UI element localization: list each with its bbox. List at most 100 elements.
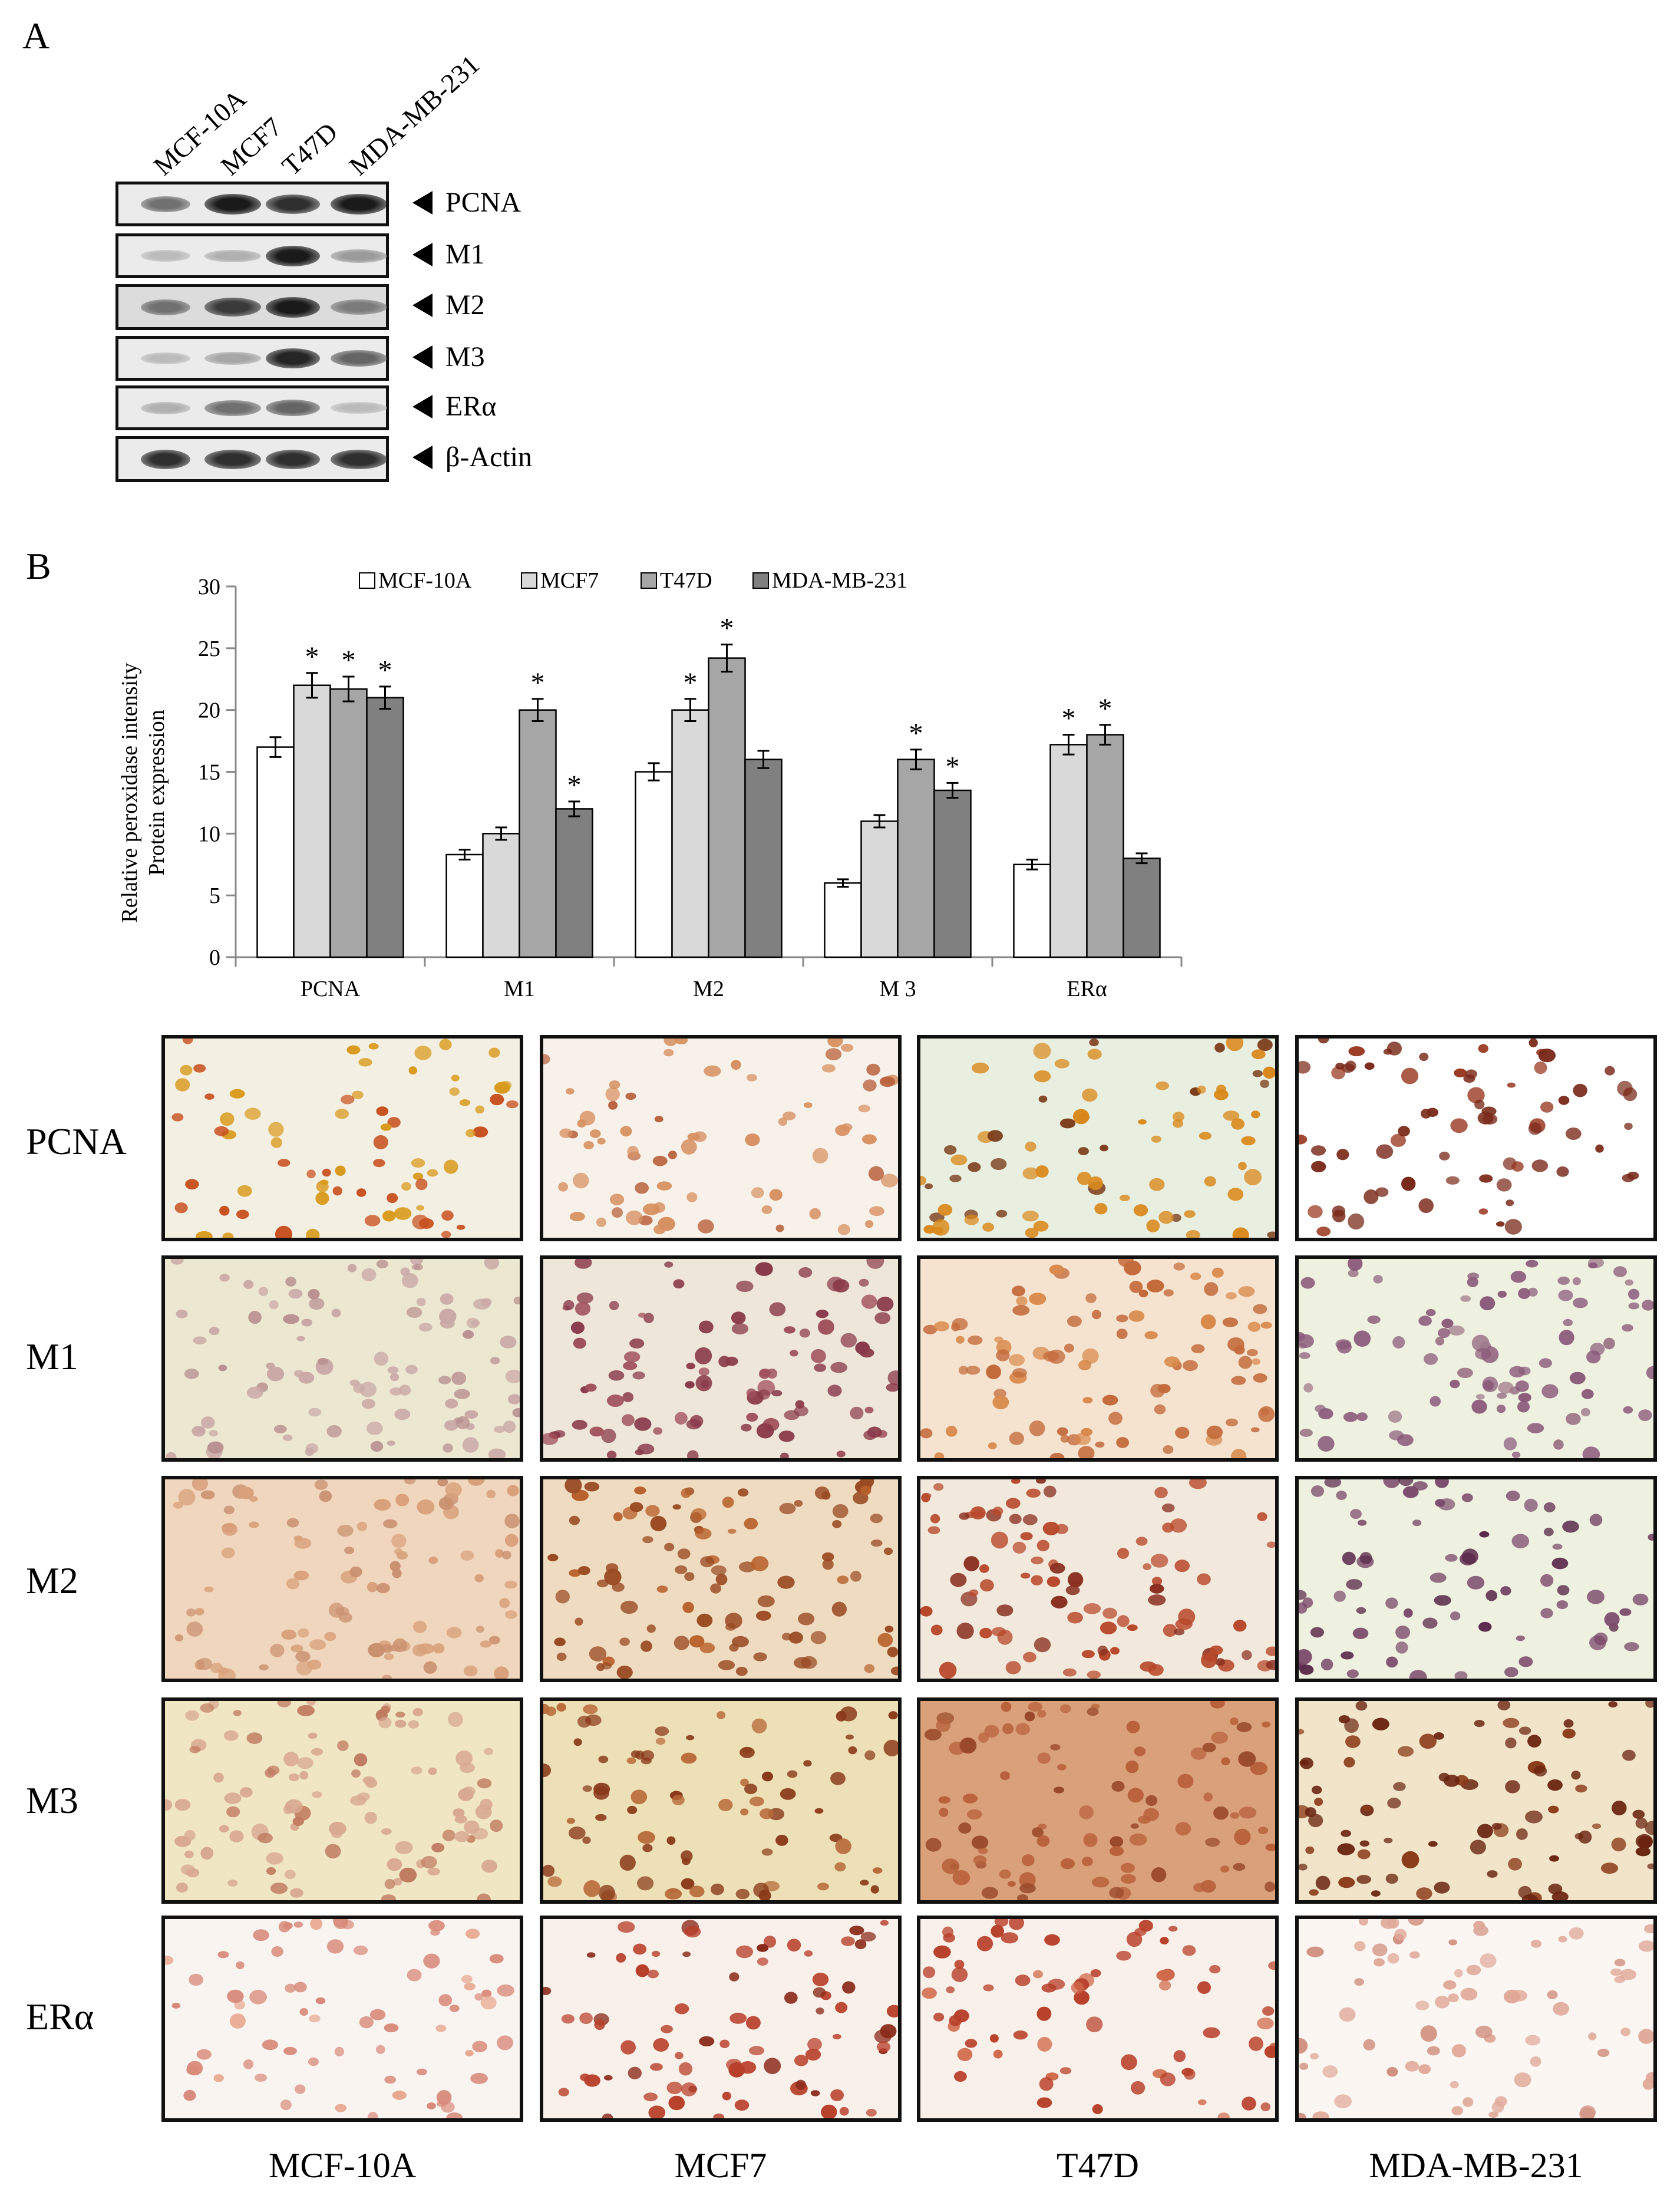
cell-nucleus: [1528, 1122, 1542, 1135]
cell-nucleus: [504, 1534, 519, 1547]
cell-nucleus: [991, 1924, 1004, 1938]
cell-nucleus: [803, 1760, 812, 1767]
panel-letter-b: B: [26, 545, 51, 587]
cell-nucleus: [1203, 1792, 1213, 1802]
cell-nucleus: [1299, 2038, 1308, 2054]
cell-nucleus: [246, 1732, 263, 1744]
cell-nucleus: [597, 1579, 609, 1588]
cell-nucleus: [620, 1600, 638, 1614]
cell-nucleus: [1445, 1176, 1460, 1185]
cell-nucleus: [1047, 1576, 1061, 1587]
cell-nucleus: [1383, 1479, 1400, 1488]
cell-nucleus: [1506, 1199, 1514, 1206]
cell-nucleus: [689, 1635, 705, 1648]
micrograph-image: [543, 1701, 898, 1900]
cell-nucleus: [635, 1182, 649, 1194]
cell-nucleus: [1150, 1584, 1164, 1594]
cell-nucleus: [601, 1662, 612, 1670]
cell-nucleus: [1267, 1231, 1275, 1238]
cell-nucleus: [480, 1996, 497, 2010]
cell-nucleus: [647, 1969, 659, 1979]
cell-nucleus: [315, 1997, 326, 2005]
cell-nucleus: [1186, 1230, 1200, 1238]
cell-nucleus: [239, 1787, 253, 1798]
cell-nucleus: [1642, 1300, 1653, 1311]
cell-nucleus: [1318, 1436, 1335, 1452]
cell-nucleus: [1042, 1521, 1059, 1535]
cell-nucleus: [1163, 1289, 1174, 1297]
cell-nucleus: [798, 1613, 815, 1626]
cell-nucleus: [354, 1945, 368, 1956]
cell-nucleus: [1424, 1353, 1438, 1365]
cell-nucleus: [506, 1100, 519, 1109]
cell-nucleus: [1463, 2097, 1474, 2107]
cell-nucleus: [751, 1718, 767, 1733]
cell-nucleus: [1435, 1479, 1449, 1488]
cell-nucleus: [860, 1931, 876, 1941]
cell-nucleus: [954, 1960, 965, 1969]
cell-nucleus: [464, 1982, 476, 1990]
cell-nucleus: [325, 1844, 341, 1859]
cell-nucleus: [866, 1063, 880, 1076]
cell-nucleus: [277, 1701, 291, 1707]
cell-nucleus: [254, 2073, 268, 2082]
cell-nucleus: [1332, 1205, 1346, 1217]
cell-nucleus: [451, 1074, 460, 1082]
cell-nucleus: [1527, 1735, 1541, 1748]
cell-nucleus: [1306, 1946, 1324, 1957]
cell-nucleus: [1467, 1575, 1485, 1590]
cell-nucleus: [1518, 1393, 1531, 1403]
cell-nucleus: [653, 2038, 669, 2052]
cell-nucleus: [1102, 1395, 1118, 1406]
cell-nucleus: [1401, 1851, 1419, 1868]
cell-nucleus: [1009, 1919, 1024, 1930]
cell-nucleus: [407, 1969, 422, 1982]
cell-nucleus: [1197, 1085, 1206, 1094]
y-tick-label: 30: [198, 575, 220, 599]
cell-nucleus: [297, 1757, 313, 1769]
cell-nucleus: [500, 1336, 517, 1349]
cell-nucleus: [480, 1640, 492, 1648]
cell-nucleus: [1057, 1763, 1067, 1771]
cell-nucleus: [949, 1175, 962, 1182]
cell-nucleus: [427, 1867, 440, 1875]
cell-nucleus: [1448, 1939, 1457, 1946]
cell-nucleus: [1031, 1575, 1043, 1585]
cell-nucleus: [1530, 2056, 1541, 2067]
cell-nucleus: [1310, 1145, 1326, 1156]
cell-nucleus: [1131, 2081, 1145, 2095]
cell-nucleus: [920, 1606, 933, 1617]
cell-nucleus: [814, 1486, 830, 1499]
cell-nucleus: [1503, 1437, 1517, 1451]
cell-nucleus: [476, 1626, 484, 1633]
cell-nucleus: [930, 1514, 940, 1524]
cell-nucleus: [920, 1428, 933, 1439]
cell-nucleus: [1203, 2027, 1220, 2039]
cell-nucleus: [391, 1534, 407, 1548]
cell-nucleus: [830, 1362, 847, 1373]
cell-nucleus: [459, 1099, 471, 1106]
cell-nucleus: [285, 1983, 296, 1993]
cell-nucleus: [1252, 1070, 1263, 1077]
cell-nucleus: [1386, 1656, 1398, 1668]
cell-nucleus: [722, 2091, 731, 2101]
cell-nucleus: [1356, 1875, 1371, 1884]
cell-nucleus: [566, 1818, 575, 1824]
blot-band: [204, 352, 261, 365]
cell-nucleus: [286, 1518, 299, 1528]
cell-nucleus: [681, 1488, 691, 1498]
x-tick-label: M2: [693, 977, 724, 1001]
cell-nucleus: [253, 1929, 269, 1941]
blot-band: [266, 194, 320, 214]
cell-nucleus: [925, 1838, 942, 1852]
cell-nucleus: [656, 1585, 668, 1593]
cell-nucleus: [1266, 1541, 1275, 1548]
cell-nucleus: [196, 1231, 213, 1238]
significance-marker: *: [909, 718, 923, 749]
cell-nucleus: [446, 1627, 462, 1639]
micrograph-image: [920, 1479, 1275, 1679]
cell-nucleus: [1511, 1534, 1530, 1549]
cell-nucleus: [1309, 1889, 1319, 1896]
cell-nucleus: [428, 1557, 438, 1564]
blot-label-text: PCNA: [445, 187, 521, 218]
